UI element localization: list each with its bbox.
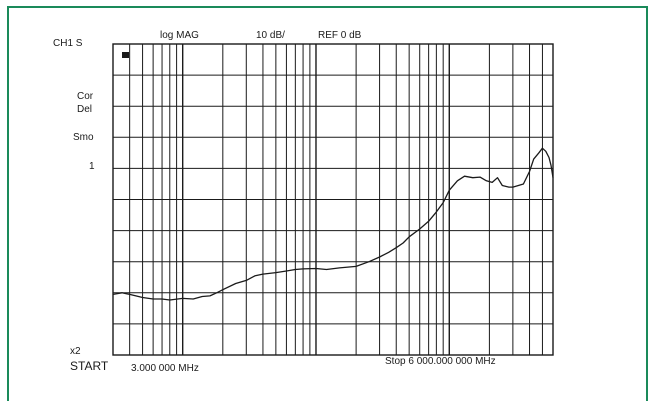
scale-label: 10 dB/ xyxy=(256,30,285,41)
channel-label: CH1 S xyxy=(53,38,83,49)
trace-line-1 xyxy=(112,147,554,301)
start-frequency-value: 3.000 000 MHz xyxy=(131,363,199,374)
format-label: log MAG xyxy=(160,30,199,41)
plot-border xyxy=(112,43,554,356)
averaging-label: x2 xyxy=(70,346,81,357)
start-label: START xyxy=(70,359,109,373)
delay-label: Del xyxy=(77,104,92,115)
reference-label: REF 0 dB xyxy=(318,30,362,41)
instrument-frame xyxy=(7,6,648,401)
marker-number-label: 1 xyxy=(89,161,95,172)
marker-box-icon xyxy=(122,52,129,58)
correction-label: Cor xyxy=(77,91,94,102)
smoothing-label: Smo xyxy=(73,132,94,143)
stop-frequency-label: Stop 6 000.000 000 MHz xyxy=(385,356,496,367)
